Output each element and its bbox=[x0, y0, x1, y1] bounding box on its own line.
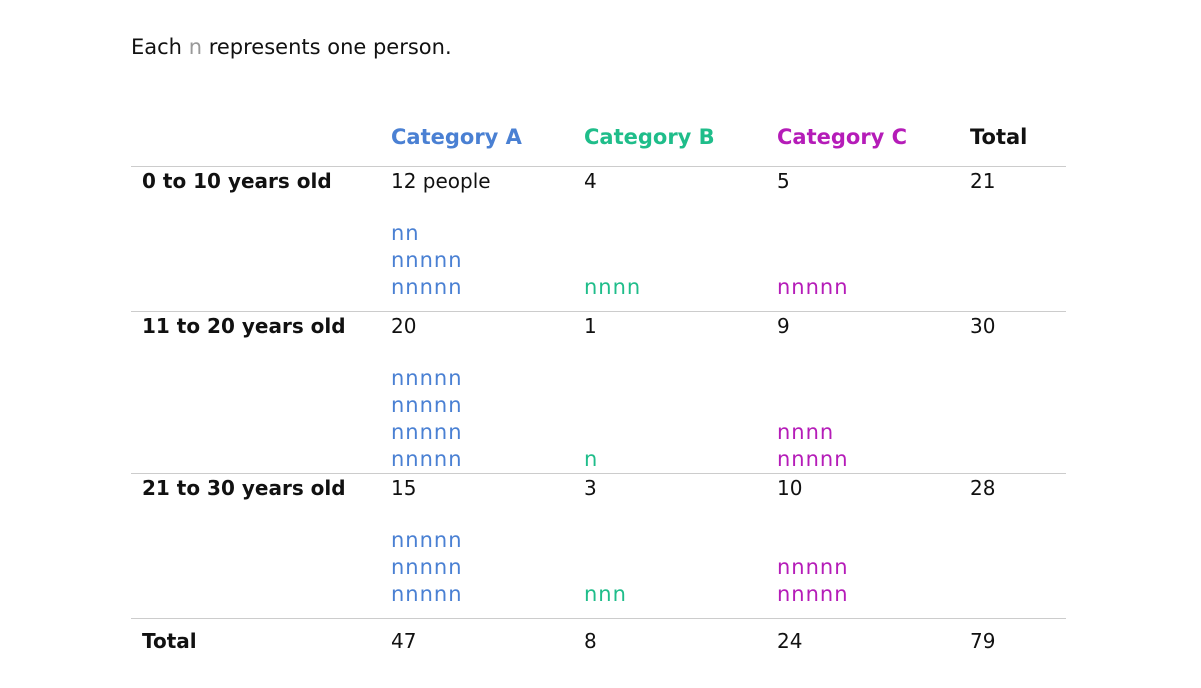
pictogram-glyphs: nnn bbox=[584, 581, 627, 608]
legend-text: Each n represents one person. bbox=[131, 33, 452, 61]
row-label: 0 to 10 years old bbox=[142, 169, 332, 193]
pictogram-glyphs: nnnn bbox=[584, 274, 641, 301]
cell-category-c: 10 nnnnn nnnnn bbox=[777, 474, 957, 608]
cell-value: 47 bbox=[391, 629, 417, 653]
pictogram-line: nnnnn bbox=[391, 447, 463, 471]
pictogram-line: nn bbox=[391, 221, 420, 245]
total-category-a: 47 bbox=[391, 627, 571, 655]
pictogram-line: n bbox=[584, 447, 599, 471]
pictogram-line: nnnnn bbox=[391, 393, 463, 417]
pictogram-glyphs: n bbox=[584, 446, 598, 473]
cell-value: 4 bbox=[584, 169, 597, 193]
pictogram-line: nnnnn bbox=[391, 248, 463, 272]
row-divider bbox=[131, 473, 1066, 474]
cell-row-total: 21 bbox=[970, 167, 1150, 301]
pictogram-line: nnnnn bbox=[777, 447, 849, 471]
total-category-c: 24 bbox=[777, 627, 957, 655]
cell-category-c: 5 nnnnn bbox=[777, 167, 957, 301]
total-category-b: 8 bbox=[584, 627, 764, 655]
pictogram-glyphs: nn nnnnn nnnnn bbox=[391, 220, 463, 301]
cell-value: 30 bbox=[970, 314, 996, 338]
row-divider bbox=[131, 166, 1066, 167]
pictogram-line: nnnnn bbox=[391, 582, 463, 606]
cell-category-b: 3 nnn bbox=[584, 474, 764, 608]
row-label: 21 to 30 years old bbox=[142, 476, 346, 500]
cell-category-c: 9 nnnn nnnnn bbox=[777, 312, 957, 473]
cell-value: 3 bbox=[584, 476, 597, 500]
cell-row-total: 28 bbox=[970, 474, 1150, 608]
pictogram-line: nnnnn bbox=[777, 582, 849, 606]
header-category-c: Category C bbox=[777, 125, 908, 149]
cell-category-a: 15 nnnnn nnnnn nnnnn bbox=[391, 474, 571, 608]
pictogram-glyphs: nnnnn bbox=[777, 274, 849, 301]
cell-value: 1 bbox=[584, 314, 597, 338]
cell-value: 10 bbox=[777, 476, 803, 500]
cell-value: 79 bbox=[970, 629, 996, 653]
row-divider bbox=[131, 618, 1066, 619]
cell-category-a: 20 nnnnn nnnnn nnnnn nnnnn bbox=[391, 312, 571, 473]
row-divider bbox=[131, 311, 1066, 312]
pictogram-glyphs: nnnn nnnnn bbox=[777, 419, 849, 473]
pictogram-line: nnnnn bbox=[391, 275, 463, 299]
cell-value: 21 bbox=[970, 169, 996, 193]
cell-row-total: 30 bbox=[970, 312, 1150, 473]
pictogram-line: nnnnn bbox=[391, 366, 463, 390]
pictogram-line: nnnnn bbox=[391, 555, 463, 579]
cell-value: 8 bbox=[584, 629, 597, 653]
cell-value: 5 bbox=[777, 169, 790, 193]
grand-total: 79 bbox=[970, 627, 1150, 655]
pictogram-line: nnn bbox=[584, 582, 627, 606]
cell-category-a: 12 people nn nnnnn nnnnn bbox=[391, 167, 571, 301]
totals-label: Total bbox=[142, 629, 197, 653]
row-label: 11 to 20 years old bbox=[142, 314, 346, 338]
cell-value: 9 bbox=[777, 314, 790, 338]
legend-suffix: represents one person. bbox=[208, 35, 452, 59]
pictogram-line: nnnnn bbox=[777, 555, 849, 579]
pictogram-line: nnnnn bbox=[391, 420, 463, 444]
cell-value: 15 bbox=[391, 476, 417, 500]
pictogram-glyphs: nnnnn nnnnn nnnnn bbox=[391, 527, 463, 608]
pictogram-line: nnnnn bbox=[391, 528, 463, 552]
cell-value: 24 bbox=[777, 629, 803, 653]
header-category-b: Category B bbox=[584, 125, 715, 149]
pictogram-line: nnnn bbox=[584, 275, 642, 299]
header-total: Total bbox=[970, 125, 1028, 149]
cell-category-b: 4 nnnn bbox=[584, 167, 764, 301]
legend-glyph: n bbox=[188, 35, 202, 59]
pictogram-glyphs: nnnnn nnnnn bbox=[777, 554, 849, 608]
header-category-a: Category A bbox=[391, 125, 522, 149]
cell-value: 12 people bbox=[391, 169, 491, 193]
cell-value: 20 bbox=[391, 314, 417, 338]
legend-prefix: Each bbox=[131, 35, 182, 59]
pictogram-glyphs: nnnnn nnnnn nnnnn nnnnn bbox=[391, 365, 463, 473]
pictogram-line: nnnnn bbox=[777, 275, 849, 299]
pictogram-line: nnnn bbox=[777, 420, 835, 444]
cell-value: 28 bbox=[970, 476, 996, 500]
